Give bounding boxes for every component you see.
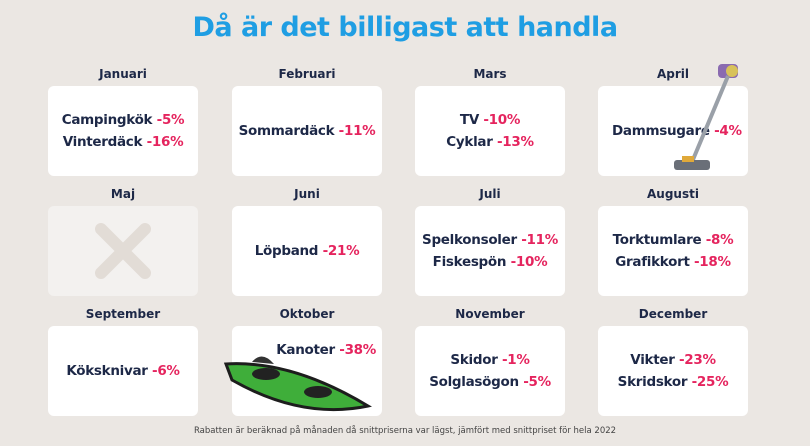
discount: -4% <box>714 123 742 139</box>
month-card: Dammsugare -4% <box>598 86 748 176</box>
item: Fiskespön -10% <box>433 254 548 270</box>
month-label: April <box>656 67 690 81</box>
item: Dammsugare -4% <box>612 123 742 139</box>
product: Sommardäck <box>238 123 339 139</box>
month-card: Vikter -23% Skridskor -25% <box>598 326 748 416</box>
discount: -5% <box>523 374 551 390</box>
discount: -11% <box>521 232 558 248</box>
month-label: November <box>455 307 525 321</box>
product: Cyklar <box>446 134 497 150</box>
discount: -13% <box>496 134 534 150</box>
item: Skidor -1% <box>450 352 529 368</box>
month-label: Januari <box>99 67 147 81</box>
discount: -1% <box>501 352 530 368</box>
product: TV <box>459 112 484 128</box>
month-card: Köksknivar -6% <box>48 326 198 416</box>
month-label: Maj <box>110 187 136 201</box>
month-label: Juli <box>479 187 501 201</box>
title: Då är det billigast att handla <box>192 12 618 43</box>
item: Grafikkort -18% <box>615 254 731 270</box>
item: Löpband -21% <box>255 243 360 259</box>
month-card <box>48 206 198 296</box>
product: Fiskespön <box>432 254 511 270</box>
product: Skidor <box>450 352 502 368</box>
month-label: December <box>638 307 708 321</box>
item: Solglasögon -5% <box>429 374 551 390</box>
product: Vikter <box>630 352 679 368</box>
month-label: Mars <box>473 67 507 81</box>
discount: -10% <box>510 254 548 270</box>
month-label: Juni <box>294 187 320 201</box>
item: Cyklar -13% <box>446 134 534 150</box>
month-card: TV -10% Cyklar -13% <box>415 86 565 176</box>
item: Köksknivar -6% <box>66 363 180 379</box>
month-card: Löpband -21% <box>232 206 382 296</box>
discount: -5% <box>156 112 185 128</box>
month-card: Spelkonsoler -11% Fiskespön -10% <box>415 206 565 296</box>
item: Kanoter -38% <box>276 342 376 358</box>
discount: -23% <box>678 352 716 368</box>
product: Skridskor <box>617 374 692 390</box>
discount: -6% <box>152 363 180 379</box>
item: Sommardäck -11% <box>239 123 376 139</box>
item: Vikter -23% <box>630 352 716 368</box>
vacuum-image <box>674 64 738 170</box>
item: Vinterdäck -16% <box>63 134 184 150</box>
product: Kanoter <box>276 342 340 358</box>
product: Grafikkort <box>615 254 694 270</box>
product: Dammsugare <box>612 123 715 139</box>
product: Spelkonsoler <box>422 232 522 248</box>
month-label: September <box>85 307 161 321</box>
product: Köksknivar <box>66 363 153 379</box>
discount: -16% <box>146 134 184 150</box>
month-label: Augusti <box>647 187 699 201</box>
product: Campingkök <box>61 112 157 128</box>
discount: -25% <box>691 374 729 390</box>
discount: -18% <box>694 254 731 270</box>
month-label: Februari <box>278 67 336 81</box>
item: Spelkonsoler -11% <box>422 232 558 248</box>
kayak-image <box>223 356 372 412</box>
month-card: Sommardäck -11% <box>232 86 382 176</box>
product: Vinterdäck <box>62 134 147 150</box>
product: Torktumlare <box>612 232 706 248</box>
discount: -38% <box>339 342 376 358</box>
item: Skridskor -25% <box>618 374 729 390</box>
footnote: Rabatten är beräknad på månaden då snitt… <box>193 426 617 436</box>
month-card: Campingkök -5% Vinterdäck -16% <box>48 86 198 176</box>
cross-icon <box>95 223 151 279</box>
discount: -10% <box>483 112 521 128</box>
product: Solglasögon <box>429 374 524 390</box>
month-label: Oktober <box>279 307 335 321</box>
product: Löpband <box>254 243 323 259</box>
discount: -11% <box>338 123 376 139</box>
item: TV -10% <box>460 112 520 128</box>
discount: -21% <box>322 243 360 259</box>
discount: -8% <box>705 232 734 248</box>
month-card: Skidor -1% Solglasögon -5% <box>415 326 565 416</box>
item: Campingkök -5% <box>62 112 185 128</box>
item: Torktumlare -8% <box>613 232 734 248</box>
month-card: Torktumlare -8% Grafikkort -18% <box>598 206 748 296</box>
